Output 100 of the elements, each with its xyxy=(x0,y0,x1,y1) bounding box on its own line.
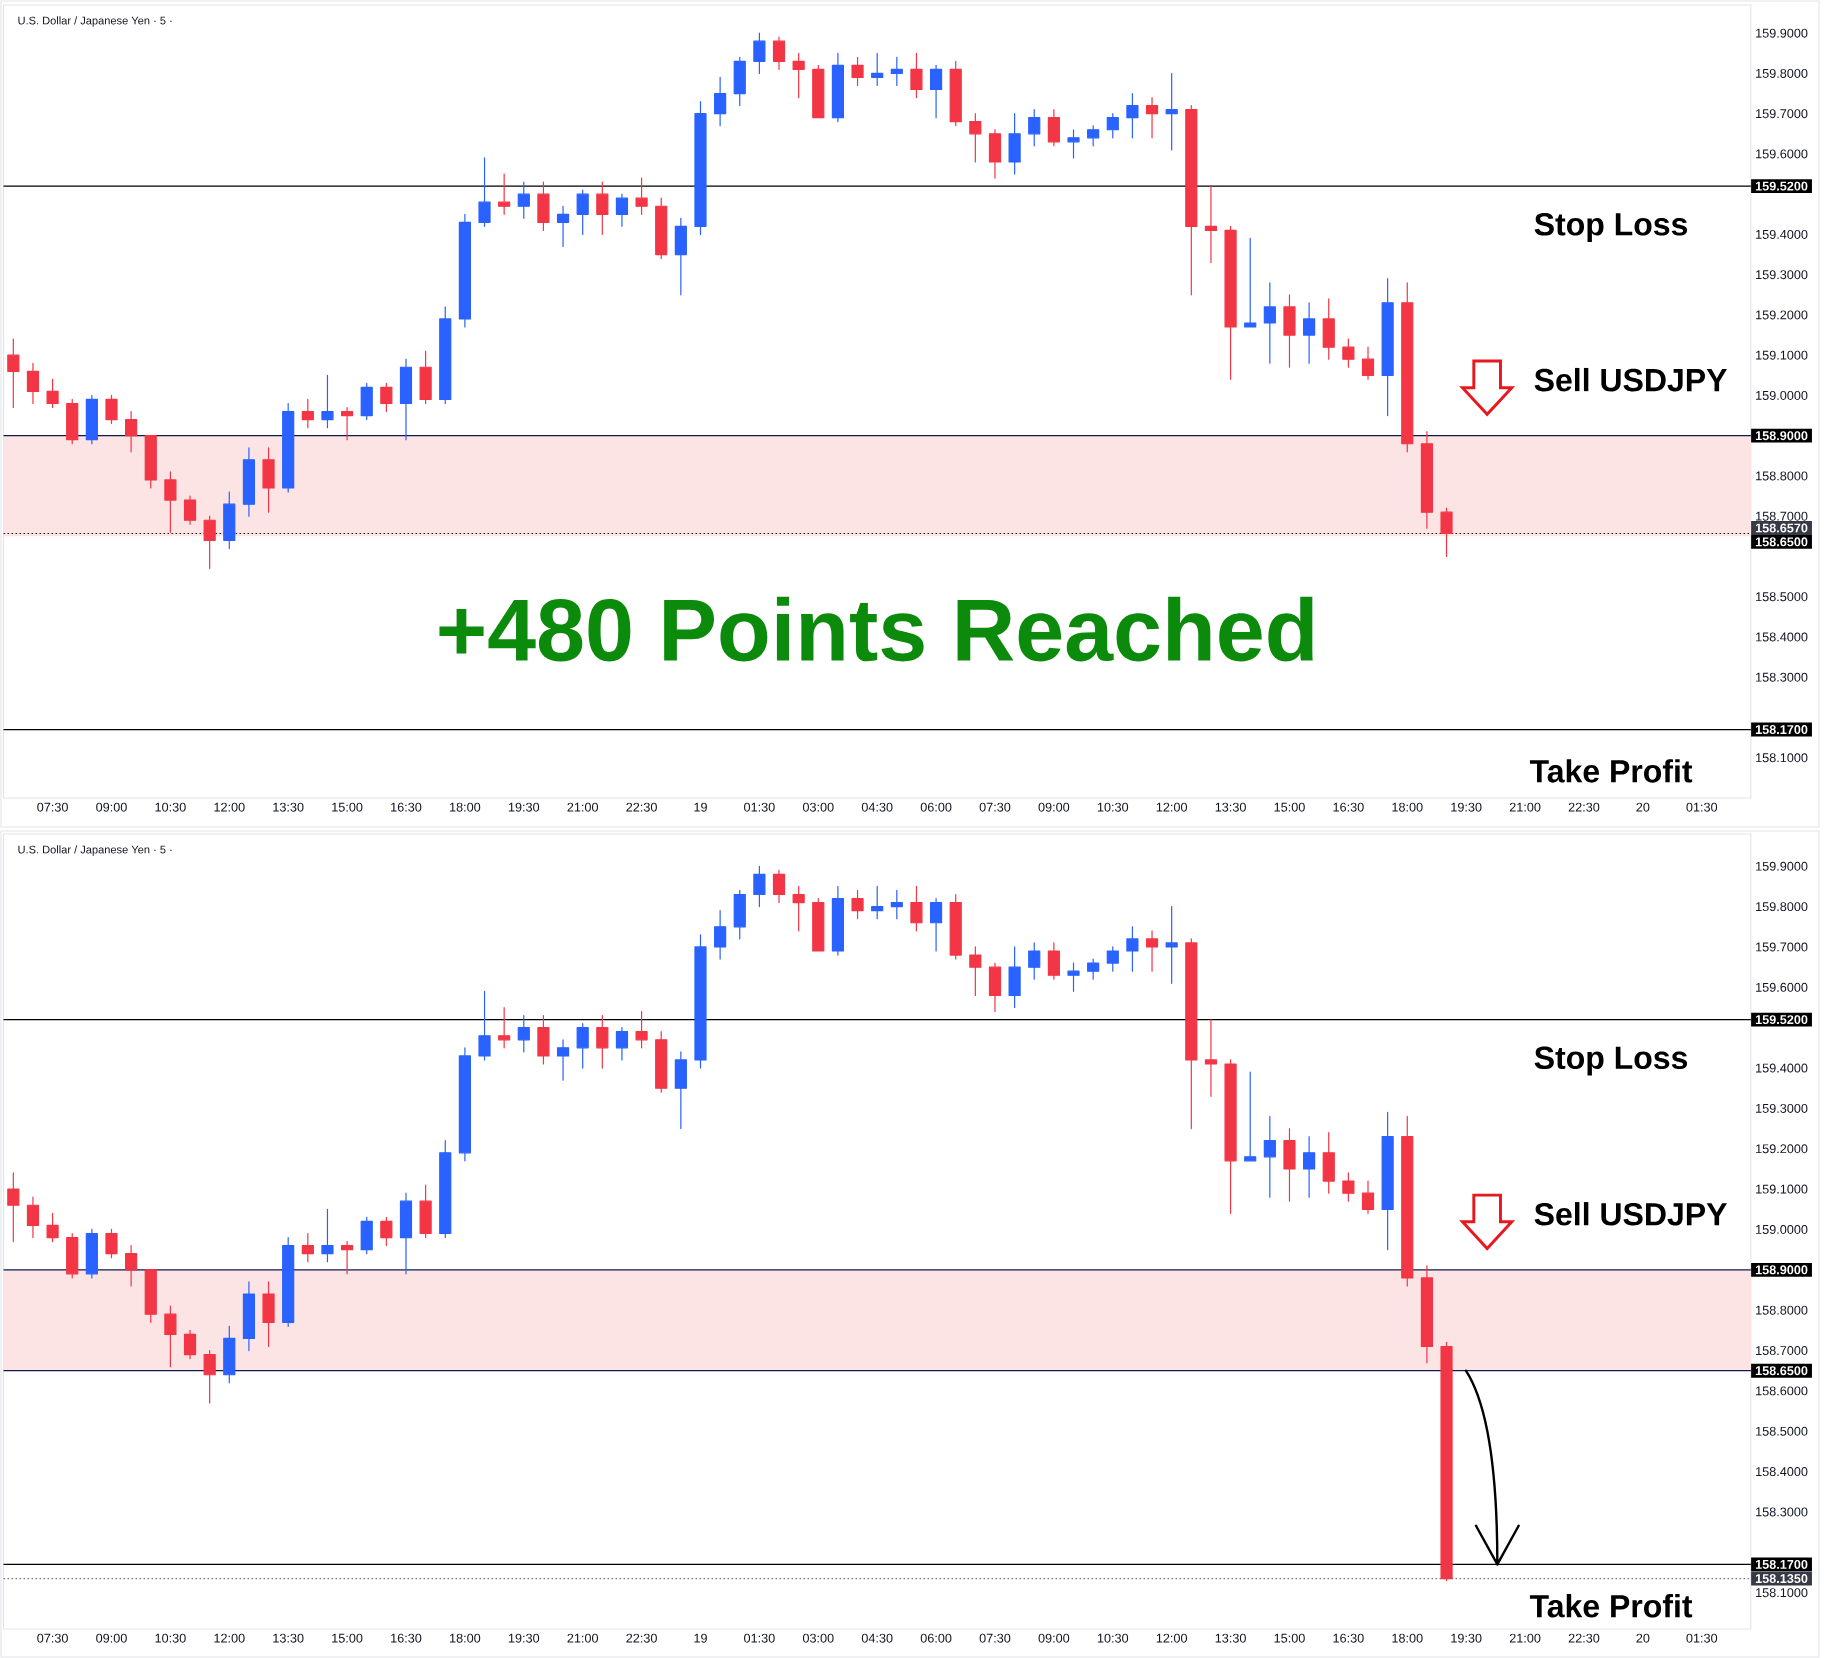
candlestick xyxy=(1185,105,1198,296)
x-tick-label: 01:30 xyxy=(744,1633,775,1643)
y-tick-label: 158.6500 xyxy=(1755,537,1808,547)
candlestick xyxy=(1047,942,1060,980)
candlestick xyxy=(792,52,805,99)
x-tick-label: 22:30 xyxy=(626,1633,657,1643)
candlestick xyxy=(517,1014,530,1053)
candlestick xyxy=(890,889,903,920)
candlestick xyxy=(282,1236,295,1327)
candlestick xyxy=(694,934,707,1069)
candlestick xyxy=(1165,906,1178,984)
x-tick-label: 16:30 xyxy=(1333,802,1364,812)
candlestick xyxy=(1028,109,1041,147)
x-tick-label: 20 xyxy=(1636,802,1650,812)
candlestick xyxy=(242,447,256,517)
candlestick xyxy=(969,113,982,163)
candlestick xyxy=(988,129,1002,179)
x-tick-label: 20 xyxy=(1636,1633,1650,1643)
candlestick xyxy=(851,889,864,920)
candlestick xyxy=(282,402,295,493)
x-tick-label: 01:30 xyxy=(1686,1633,1718,1643)
y-tick-label: 158.1350 xyxy=(1755,1574,1808,1584)
candlestick xyxy=(910,885,923,932)
candlestick xyxy=(949,893,962,960)
candlestick xyxy=(1185,938,1198,1130)
candlestick xyxy=(321,374,334,429)
candlestick xyxy=(1106,946,1119,972)
candlestick xyxy=(772,869,786,904)
candlestick xyxy=(380,382,393,413)
y-tick-label: 159.2000 xyxy=(1756,310,1808,320)
candlestick xyxy=(144,435,157,489)
candlestick xyxy=(812,897,825,952)
y-tick-label: 158.1700 xyxy=(1755,725,1808,735)
x-tick-label: 10:30 xyxy=(155,802,186,812)
y-tick-label: 158.7000 xyxy=(1756,1346,1808,1356)
candlestick xyxy=(144,1269,157,1323)
band-label: Sell USDJPY xyxy=(1534,367,1727,392)
candlestick xyxy=(1028,942,1041,980)
x-tick-label: 22:30 xyxy=(626,802,657,812)
candlestick xyxy=(1008,113,1021,175)
candlestick xyxy=(105,1228,118,1259)
candlestick xyxy=(674,1051,687,1130)
candlestick xyxy=(399,358,413,441)
candlestick xyxy=(831,885,845,956)
candlestick xyxy=(26,362,40,405)
candlestick xyxy=(478,157,491,227)
x-tick-label: 12:00 xyxy=(214,802,245,812)
x-tick-label: 21:00 xyxy=(567,802,599,812)
ref-line-label: Stop Loss xyxy=(1534,1046,1688,1076)
candlestick xyxy=(831,52,845,123)
x-tick-label: 03:00 xyxy=(802,1633,834,1643)
y-tick-label: 159.1000 xyxy=(1756,1184,1808,1194)
ref-line-label: Take Profit xyxy=(1529,759,1693,783)
candlestick xyxy=(1401,1115,1414,1287)
y-tick-label: 159.4000 xyxy=(1756,1063,1808,1073)
y-tick-label: 158.3000 xyxy=(1756,1507,1808,1517)
x-tick-label: 04:30 xyxy=(861,1633,893,1643)
x-tick-label: 09:00 xyxy=(96,802,127,812)
x-tick-label: 04:30 xyxy=(861,802,893,812)
x-tick-label: 19:30 xyxy=(1451,1633,1482,1643)
y-tick-label: 159.6000 xyxy=(1756,149,1808,159)
candlestick xyxy=(360,382,373,421)
x-tick-label: 01:30 xyxy=(1686,802,1718,812)
x-tick-label: 22:30 xyxy=(1568,802,1600,812)
candlestick xyxy=(26,1196,40,1239)
y-tick-label: 158.7000 xyxy=(1756,511,1808,521)
candlestick xyxy=(655,197,668,260)
ref-line-label: Stop Loss xyxy=(1534,212,1688,242)
y-tick-label: 159.9000 xyxy=(1756,861,1808,871)
x-tick-label: 12:00 xyxy=(1156,802,1188,812)
x-tick-label: 18:00 xyxy=(450,1633,481,1643)
candlestick xyxy=(66,398,79,445)
candlestick xyxy=(1361,1180,1375,1214)
candlestick xyxy=(183,1329,197,1360)
x-tick-label: 18:00 xyxy=(1392,802,1423,812)
candlestick xyxy=(1204,185,1218,264)
candlestick xyxy=(1420,431,1433,529)
y-tick-label: 158.4000 xyxy=(1756,1467,1808,1477)
x-tick-label: 16:30 xyxy=(391,802,422,812)
candlestick xyxy=(1263,1115,1276,1198)
candlestick xyxy=(910,52,923,99)
x-tick-label: 16:30 xyxy=(1333,1633,1364,1643)
text: U.S. Dollar / Japanese Yen · 5 · xyxy=(18,16,172,27)
candlestick xyxy=(596,181,609,236)
y-tick-label: 158.6500 xyxy=(1755,1366,1808,1376)
candlestick xyxy=(301,1232,314,1263)
candlestick xyxy=(714,76,727,127)
candlestick xyxy=(871,885,884,920)
candlestick xyxy=(1401,282,1414,453)
candlestick xyxy=(635,177,648,215)
candlestick xyxy=(223,1325,236,1384)
candlestick xyxy=(537,1014,550,1065)
candlestick xyxy=(1381,1111,1394,1251)
candlestick xyxy=(380,1216,393,1247)
y-tick-label: 158.6570 xyxy=(1755,523,1808,533)
x-tick-label: 19:30 xyxy=(508,1633,540,1643)
candlestick xyxy=(1440,507,1453,558)
x-tick-label: 15:00 xyxy=(332,1633,363,1643)
candlestick xyxy=(498,1006,511,1049)
y-tick-label: 158.5000 xyxy=(1756,592,1808,602)
